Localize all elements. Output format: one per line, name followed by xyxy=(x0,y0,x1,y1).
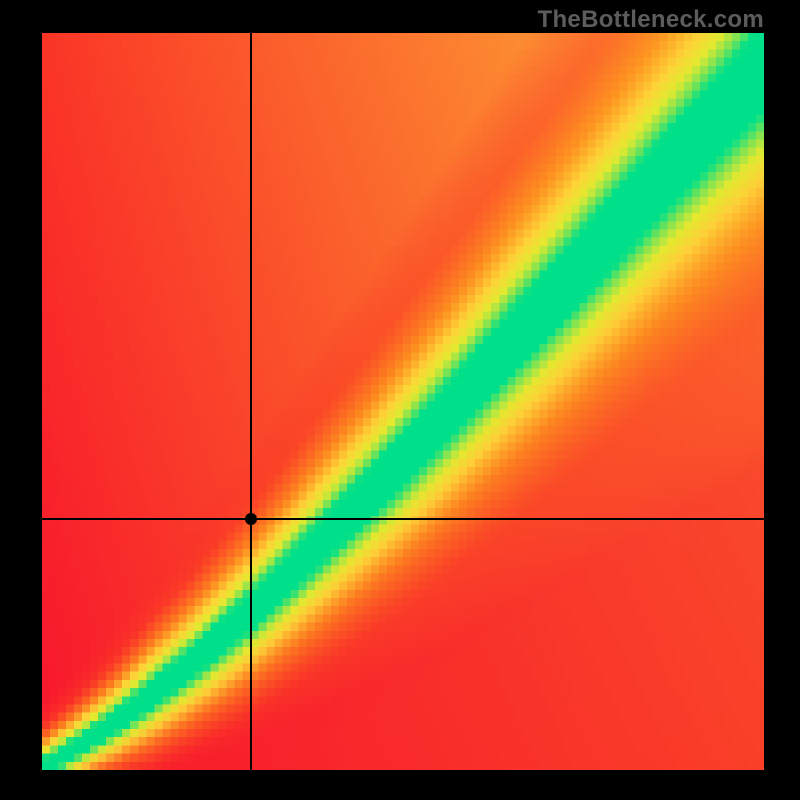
crosshair-vertical xyxy=(250,33,252,770)
watermark-text: TheBottleneck.com xyxy=(538,6,764,34)
bottleneck-heatmap xyxy=(42,33,764,770)
crosshair-horizontal xyxy=(42,518,764,520)
